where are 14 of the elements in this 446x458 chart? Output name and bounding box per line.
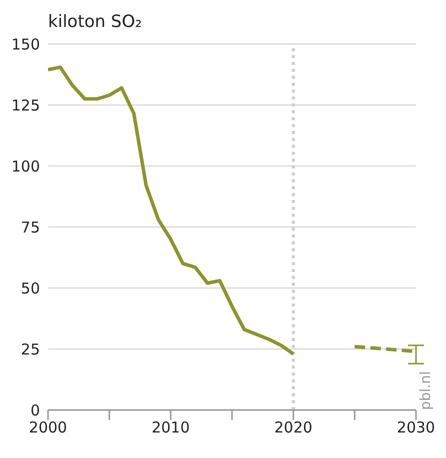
y-tick-label: 50 [20,279,40,298]
y-tick-label: 125 [11,96,40,114]
y-tick-label: 0 [30,401,40,420]
y-tick-label: 25 [20,340,40,358]
y-tick-label: 150 [11,35,40,54]
line-series [48,65,296,356]
text: pbl.nl [418,371,434,410]
y-tick-label: 100 [11,157,40,176]
y-tick-label: 75 [20,218,40,236]
x-tick-label: 2020 [274,418,312,437]
x-tick-label: 2000 [28,418,68,437]
x-tick-label: 2030 [396,418,436,437]
x-tick-label: 2010 [152,418,190,437]
y-axis-title: kiloton SO₂ [48,12,142,32]
